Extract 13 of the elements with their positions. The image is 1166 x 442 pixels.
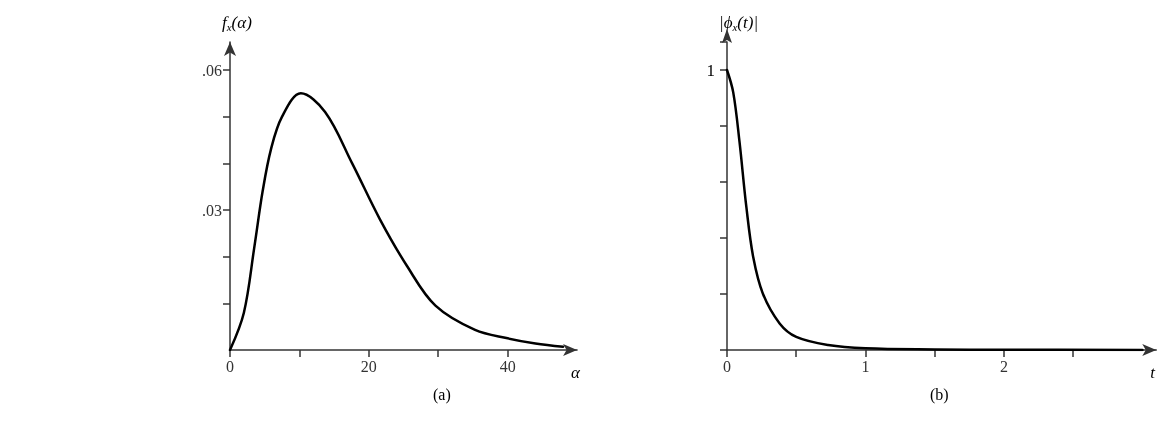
y-tick-label: .03: [202, 201, 222, 219]
annotation: 1: [706, 60, 715, 80]
text: (a): [433, 385, 451, 404]
y-tick-label: .06: [202, 61, 222, 79]
x-tick-label: 20: [360, 357, 377, 375]
x-tick-label: 0: [723, 357, 731, 375]
x-tick-label: 40: [499, 357, 516, 375]
x-axis-title: α: [571, 363, 582, 382]
x-axis-title: t: [1150, 363, 1157, 382]
text: (b): [930, 385, 949, 404]
x-tick-label: 1: [861, 357, 870, 375]
x-tick-label: 2: [999, 357, 1008, 375]
x-tick-label: 0: [226, 357, 234, 375]
